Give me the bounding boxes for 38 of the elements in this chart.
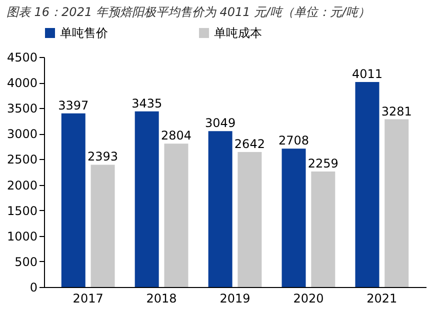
x-tick-label: 2019 (220, 292, 250, 306)
data-label: 4011 (352, 66, 383, 81)
chart-title: 图表 16：2021 年预焙阳极平均售价为 4011 元/吨（单位：元/吨） (6, 5, 370, 19)
y-tick-label: 2000 (6, 178, 38, 192)
bar (238, 152, 262, 287)
bar (282, 148, 306, 287)
data-label: 3397 (58, 98, 89, 112)
y-tick-label: 3000 (6, 127, 38, 142)
data-label: 3049 (205, 116, 236, 130)
data-label: 2393 (87, 150, 118, 164)
y-tick-label: 1500 (6, 204, 38, 218)
bar (134, 111, 159, 287)
bar (355, 82, 380, 287)
legend-label: 单吨售价 (60, 26, 108, 40)
data-label: 2259 (308, 156, 338, 171)
y-tick-label: 1000 (6, 229, 38, 244)
y-tick-label: 500 (14, 254, 38, 269)
x-tick-label: 2018 (146, 292, 177, 306)
legend-label: 单吨成本 (214, 26, 262, 40)
y-tick-label: 4000 (6, 76, 38, 90)
bar (164, 144, 188, 287)
bar (384, 119, 409, 287)
x-tick-label: 2017 (72, 292, 104, 306)
data-label: 3281 (381, 104, 412, 118)
x-tick-label: 2021 (366, 292, 398, 306)
y-tick-label: 4500 (6, 50, 38, 64)
data-label: 3435 (132, 96, 162, 110)
y-tick-label: 2500 (6, 152, 38, 167)
data-label: 2708 (278, 134, 310, 148)
bar (90, 164, 115, 287)
y-tick-label: 3500 (6, 102, 38, 116)
y-tick-label: 0 (30, 280, 38, 294)
bar (61, 113, 86, 287)
bar (208, 131, 232, 287)
data-label: 2642 (234, 136, 265, 151)
data-label: 2804 (160, 128, 192, 143)
bar (311, 172, 336, 287)
x-tick-label: 2020 (293, 292, 324, 306)
